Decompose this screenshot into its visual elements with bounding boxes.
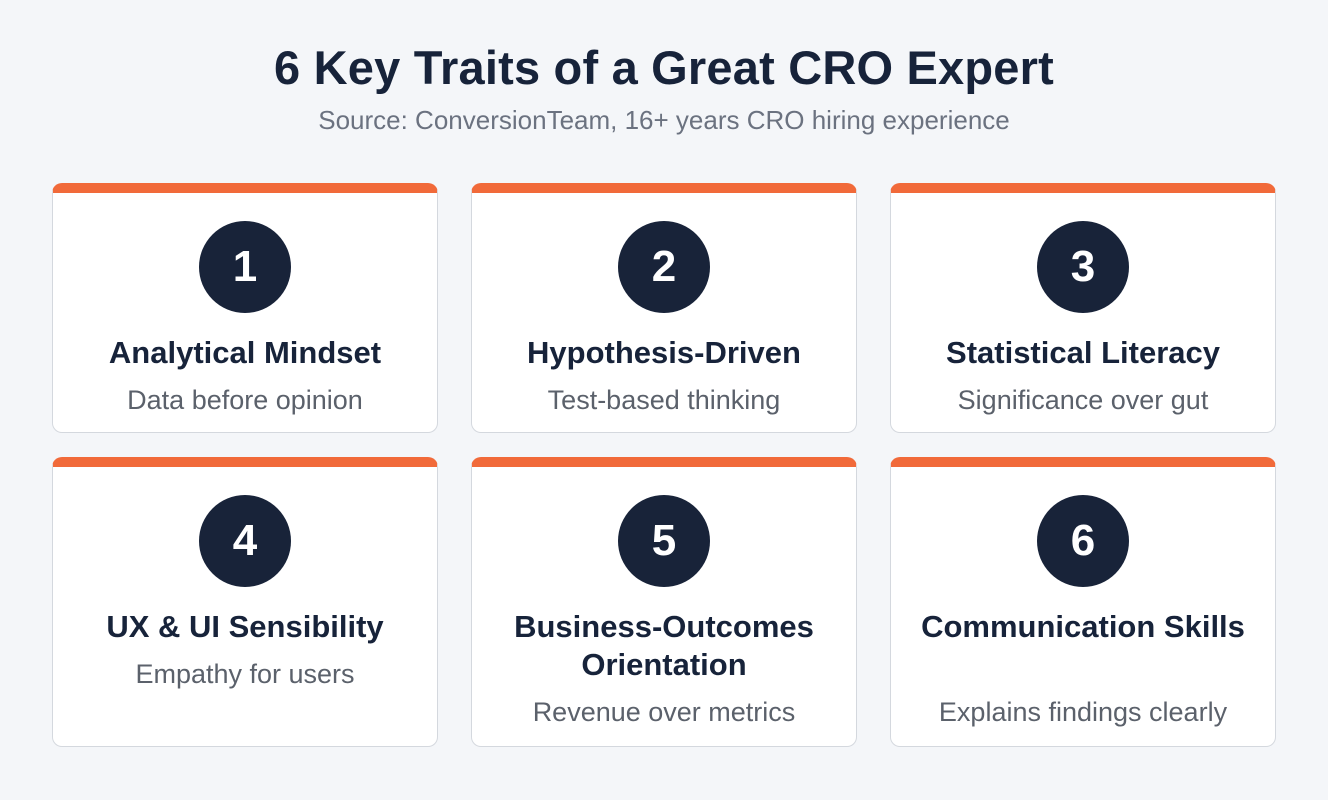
number-badge: 1 [199, 221, 291, 313]
trait-title: Analytical Mindset [108, 335, 382, 370]
number-badge: 3 [1037, 221, 1129, 313]
page-subtitle: Source: ConversionTeam, 16+ years CRO hi… [318, 105, 1010, 135]
trait-description: Test-based thinking [547, 385, 781, 415]
trait-title: Business-Outcomes Orientation [514, 609, 814, 682]
trait-card-5: 5 Business-Outcomes Orientation Revenue … [471, 457, 857, 747]
traits-grid: 1 Analytical Mindset Data before opinion… [52, 183, 1277, 747]
number-badge: 4 [199, 495, 291, 587]
number-badge: 2 [618, 221, 710, 313]
trait-title: Statistical Literacy [946, 335, 1220, 370]
trait-card-6: 6 Communication Skills Explains findings… [890, 457, 1276, 747]
number-badge: 6 [1037, 495, 1129, 587]
trait-title: UX & UI Sensibility [106, 609, 384, 644]
trait-title: Hypothesis-Driven [527, 335, 801, 370]
trait-description: Explains findings clearly [938, 697, 1228, 727]
trait-card-4: 4 UX & UI Sensibility Empathy for users [52, 457, 438, 747]
trait-title: Communication Skills [921, 609, 1245, 644]
trait-description: Significance over gut [957, 385, 1209, 415]
number-badge: 5 [618, 495, 710, 587]
page-title: 6 Key Traits of a Great CRO Expert [274, 41, 1054, 94]
trait-card-2: 2 Hypothesis-Driven Test-based thinking [471, 183, 857, 433]
trait-card-3: 3 Statistical Literacy Significance over… [890, 183, 1276, 433]
trait-description: Empathy for users [135, 659, 355, 689]
trait-card-1: 1 Analytical Mindset Data before opinion [52, 183, 438, 433]
trait-description: Data before opinion [127, 385, 363, 415]
trait-description: Revenue over metrics [532, 697, 796, 727]
